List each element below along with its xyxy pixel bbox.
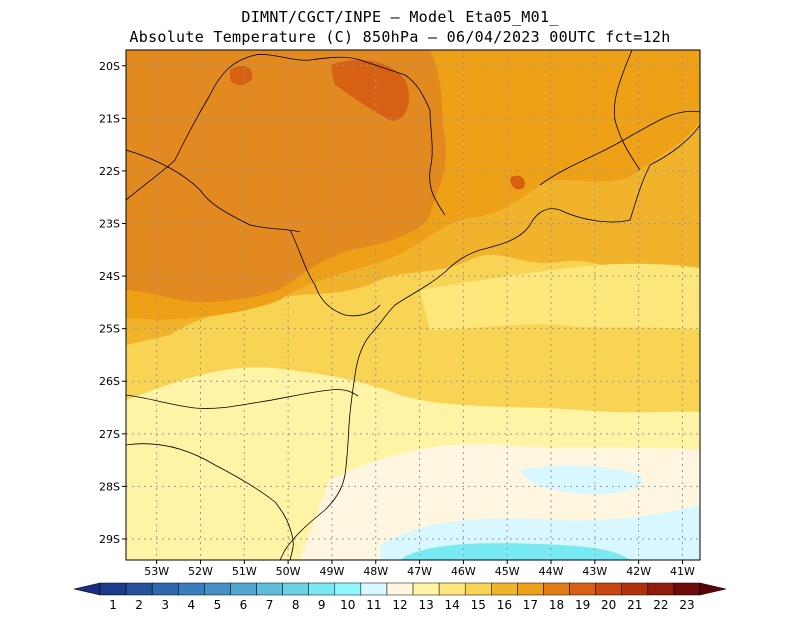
- colorbar-label: 1: [109, 598, 117, 612]
- lon-label: 51W: [232, 565, 257, 578]
- lat-label: 22S: [99, 165, 120, 178]
- field-hot-core-1: [330, 60, 410, 121]
- lon-label: 41W: [670, 565, 695, 578]
- colorbar-right-arrow: [699, 582, 727, 596]
- lat-label: 21S: [99, 112, 120, 125]
- lon-label: 52W: [188, 565, 213, 578]
- coastline-borders: [125, 49, 701, 561]
- colorbar-label: 14: [444, 598, 460, 612]
- lon-label: 46W: [451, 565, 476, 578]
- colorbar-label: 16: [496, 598, 512, 612]
- colorbar-swatch: [673, 582, 701, 596]
- plot-frame: [125, 49, 701, 561]
- lon-label: 48W: [363, 565, 388, 578]
- lon-label: 50W: [276, 565, 301, 578]
- coastline: [279, 124, 701, 561]
- colorbar-swatch: [386, 582, 414, 596]
- colorbar-swatch: [621, 582, 649, 596]
- lon-label: 44W: [539, 565, 564, 578]
- state-border-5: [125, 443, 294, 561]
- field-band-18: [126, 50, 447, 302]
- colorbar-label: 4: [187, 598, 196, 612]
- colorbar-label: 9: [317, 598, 326, 612]
- colorbar-label: 19: [574, 598, 591, 612]
- map-subtitle: Absolute Temperature (C) 850hPa – 06/04/…: [129, 28, 671, 46]
- colorbar-label: 11: [366, 598, 382, 612]
- state-border-2: [429, 109, 446, 216]
- colorbar-swatch: [99, 582, 127, 596]
- colorbar-label: 22: [653, 598, 669, 612]
- colorbar-swatch: [256, 582, 283, 596]
- colorbar-label: 10: [340, 598, 356, 612]
- state-border-4: [125, 389, 359, 409]
- lon-label: 53W: [144, 565, 169, 578]
- field-band-14-east: [420, 263, 700, 330]
- colorbar: [73, 582, 727, 596]
- lat-label: 29S: [99, 533, 120, 546]
- colorbar-swatch: [334, 582, 362, 596]
- lat-label: 28S: [99, 480, 120, 493]
- state-border-8: [539, 110, 701, 186]
- colorbar-swatch: [282, 582, 309, 596]
- colorbar-label: 2: [135, 598, 143, 612]
- field-band-10: [400, 543, 630, 560]
- colorbar-swatch: [125, 582, 153, 596]
- lon-label: 43W: [582, 565, 607, 578]
- state-border-3: [289, 229, 381, 317]
- colorbar-swatch: [464, 582, 492, 596]
- longitude-labels: 53W 52W 51W 50W 49W 48W 47W 46W 45W 44W 43W 42W 41W: [144, 560, 695, 578]
- colorbar-label: 12: [392, 598, 408, 612]
- field-band-11-north: [520, 465, 643, 495]
- lon-label: 45W: [495, 565, 520, 578]
- colorbar-swatch: [569, 582, 596, 596]
- lon-label: 42W: [626, 565, 651, 578]
- temperature-field: [126, 50, 700, 560]
- colorbar-swatch: [543, 582, 570, 596]
- colorbar-swatch: [595, 582, 622, 596]
- colorbar-label: 15: [470, 598, 486, 612]
- state-border-1: [125, 54, 431, 201]
- colorbar-label: 20: [601, 598, 617, 612]
- colorbar-swatch: [412, 582, 440, 596]
- colorbar-label: 8: [291, 598, 300, 612]
- colorbar-swatch: [647, 582, 675, 596]
- colorbar-swatch: [178, 582, 205, 596]
- lat-label: 27S: [99, 428, 120, 441]
- state-border-6: [125, 149, 301, 233]
- colorbar-label: 7: [265, 598, 274, 612]
- colorbar-left-arrow: [73, 582, 101, 596]
- colorbar-swatch: [151, 582, 179, 596]
- field-hot-core-2: [230, 65, 253, 86]
- colorbar-label: 6: [239, 598, 248, 612]
- colorbar-swatch: [308, 582, 336, 596]
- colorbar-label: 17: [522, 598, 539, 612]
- lat-label: 23S: [99, 218, 120, 231]
- lat-label: 24S: [99, 270, 120, 283]
- colorbar-label: 3: [161, 598, 170, 612]
- colorbar-label: 21: [627, 598, 643, 612]
- latitude-labels: 20S 21S 22S 23S 24S 25S 26S 27S 28S 29S: [99, 60, 126, 546]
- lat-label: 20S: [99, 60, 120, 73]
- colorbar-swatch: [230, 582, 257, 596]
- colorbar-swatch: [204, 582, 231, 596]
- colorbar-swatch: [517, 582, 544, 596]
- colorbar-label: 5: [213, 598, 222, 612]
- colorbar-label: 23: [679, 598, 695, 612]
- lon-label: 49W: [320, 565, 345, 578]
- lat-lon-grid: [126, 50, 700, 560]
- map-title: DIMNT/CGCT/INPE – Model Eta05_M01_: [241, 8, 559, 26]
- colorbar-label: 13: [418, 598, 434, 612]
- colorbar-label: 18: [548, 598, 565, 612]
- lat-label: 26S: [99, 375, 120, 388]
- state-border-7: [613, 49, 641, 171]
- field-hot-core-3: [510, 175, 525, 190]
- colorbar-swatch: [438, 582, 466, 596]
- colorbar-swatch: [360, 582, 388, 596]
- lat-label: 25S: [99, 323, 120, 336]
- lon-label: 47W: [407, 565, 432, 578]
- colorbar-swatch: [491, 582, 518, 596]
